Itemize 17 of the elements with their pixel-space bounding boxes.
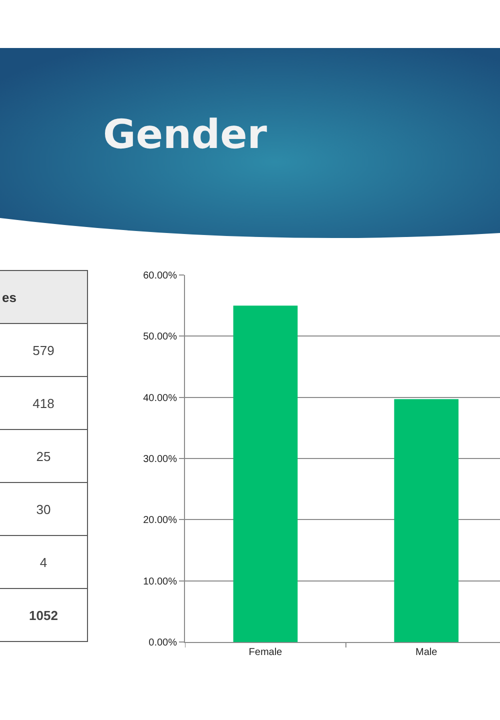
x-tick-label: Male (415, 647, 438, 658)
data-label: 25 (0, 430, 88, 482)
data-label: 30 (0, 482, 88, 536)
y-tick-label: 0.00% (148, 638, 178, 648)
y-tick-label: 10.00% (143, 576, 178, 588)
data-label: 418 (0, 376, 88, 430)
y-tick-label: 40.00% (143, 392, 178, 404)
data-label: 579 (0, 324, 88, 376)
y-tick-label: 20.00% (143, 515, 178, 526)
y-tick-label: 30.00% (143, 454, 178, 465)
y-tick-label: 50.00% (143, 332, 178, 343)
text: Gender (103, 112, 267, 158)
y-tick-label: 60.00% (143, 270, 178, 282)
x-tick-label: Female (248, 647, 283, 658)
text: es (0, 270, 88, 324)
data-label: 1052 (0, 588, 88, 642)
data-label: 4 (0, 536, 88, 588)
